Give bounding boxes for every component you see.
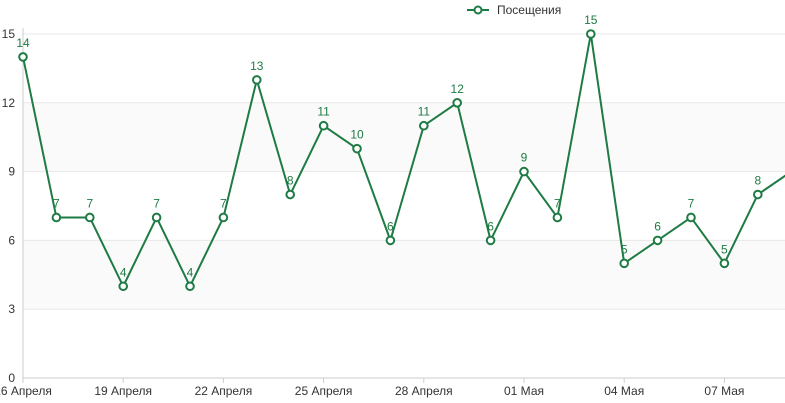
data-label: 7: [153, 196, 160, 210]
data-point[interactable]: [352, 143, 362, 154]
data-label: 7: [53, 196, 60, 210]
y-tick-label: 12: [2, 96, 16, 110]
y-tick-label: 9: [8, 165, 15, 179]
data-point[interactable]: [218, 212, 229, 223]
data-point[interactable]: [151, 212, 162, 223]
data-label: 8: [754, 174, 761, 188]
series-line: [22, 33, 785, 288]
data-label: 7: [220, 196, 227, 210]
data-point[interactable]: [519, 166, 529, 177]
legend-point-marker: [473, 5, 483, 15]
x-tick-label: 04 Мая: [604, 384, 644, 398]
data-label: 5: [721, 242, 728, 256]
x-tick-label: 25 Апреля: [295, 384, 353, 398]
data-point[interactable]: [419, 120, 429, 131]
data-point[interactable]: [251, 75, 262, 85]
data-label: 4: [120, 265, 127, 279]
data-point[interactable]: [318, 120, 329, 131]
legend[interactable]: Посещения: [467, 3, 561, 17]
data-point[interactable]: [686, 212, 696, 223]
data-label: 6: [387, 219, 394, 233]
x-tick-label: 16 Апреля: [0, 384, 52, 398]
data-label: 15: [584, 13, 598, 27]
data-label: 10: [350, 128, 364, 142]
background-bands: [23, 102, 785, 310]
data-point[interactable]: [552, 212, 563, 223]
data-point[interactable]: [285, 189, 296, 200]
x-tick-label: 07 Мая: [704, 384, 744, 398]
data-point[interactable]: [652, 235, 663, 246]
data-point[interactable]: [51, 212, 62, 223]
x-tick-label: 19 Апреля: [94, 384, 152, 398]
data-point[interactable]: [719, 258, 730, 269]
data-point[interactable]: [118, 281, 128, 292]
data-label: 8: [287, 174, 294, 188]
data-point[interactable]: [586, 29, 596, 39]
data-label: 6: [487, 219, 494, 233]
data-label: 5: [621, 242, 628, 256]
axes: [22, 28, 785, 379]
data-label: 11: [418, 105, 431, 119]
data-point[interactable]: [85, 212, 95, 223]
data-point[interactable]: [619, 258, 630, 269]
y-tick-label: 15: [2, 27, 16, 41]
data-label: 7: [688, 196, 695, 210]
y-axis-ticks: 0 3 6 9 12 15: [2, 27, 16, 385]
x-tick-label: 28 Апреля: [395, 384, 453, 398]
y-tick-label: 3: [8, 302, 15, 316]
data-label: 6: [654, 219, 661, 233]
data-label: 7: [86, 196, 93, 210]
data-point[interactable]: [18, 52, 28, 62]
y-tick-label: 0: [8, 371, 15, 385]
series-posescheniya: [18, 29, 785, 292]
data-label: 9: [521, 151, 528, 165]
data-point[interactable]: [452, 98, 463, 108]
y-tick-label: 6: [8, 233, 15, 247]
data-label: 4: [187, 265, 194, 279]
background-band: [23, 240, 785, 310]
data-label: 11: [317, 105, 330, 119]
x-tick-label: 22 Апреля: [195, 384, 253, 398]
data-labels: 14 7 7 4 7 4 7 13 8 11 10 6 11 12 6 9 7 15 5 6 7 5 8: [16, 13, 761, 279]
data-label: 12: [451, 82, 465, 96]
legend-label: Посещения: [497, 3, 561, 17]
x-axis-ticks: 16 Апреля 19 Апреля 22 Апреля 25 Апреля 28 А…: [0, 378, 744, 398]
data-point[interactable]: [485, 235, 496, 246]
data-label: 7: [554, 196, 561, 210]
data-point[interactable]: [753, 189, 763, 200]
background-band: [23, 102, 785, 172]
data-point[interactable]: [385, 235, 396, 246]
x-tick-label: 01 Мая: [504, 384, 544, 398]
data-label: 13: [250, 59, 264, 73]
data-point[interactable]: [185, 281, 195, 292]
data-label: 14: [16, 36, 30, 50]
